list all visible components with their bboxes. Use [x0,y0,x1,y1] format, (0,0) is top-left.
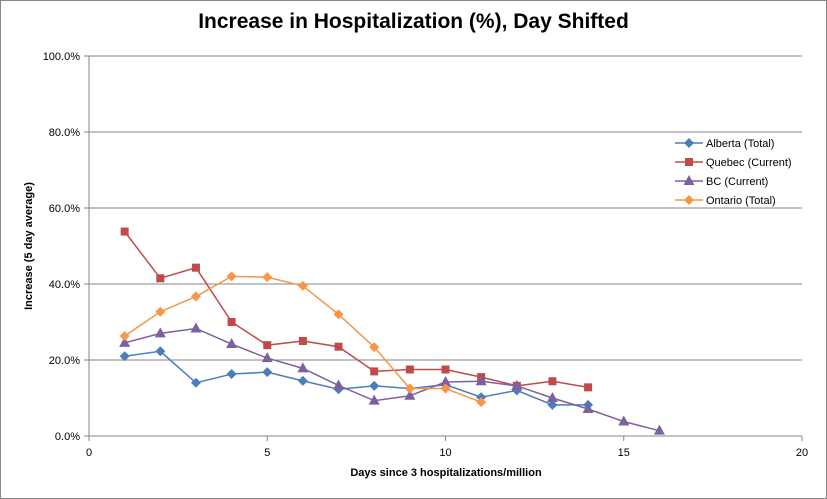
data-point-bc-current [404,389,416,400]
data-point-bc-current [511,379,523,390]
data-point-quebec-current [298,337,307,345]
y-tick-label: 40.0% [49,279,80,291]
data-point-ontario-total [155,306,166,317]
data-point-bc-current [154,327,166,338]
y-tick-label: 0.0% [55,431,80,443]
series-bc-current [119,322,665,435]
x-tick-label: 20 [796,447,808,459]
data-point-ontario-total [333,309,344,320]
data-point-bc-current [119,336,131,347]
data-point-bc-current [297,362,309,373]
data-point-quebec-current [370,367,379,376]
data-point-bc-current [546,392,558,402]
legend: Alberta (Total) Quebec (Current) BC (Curre… [675,138,792,207]
data-point-bc-current [440,376,451,387]
data-point-alberta-total [547,399,558,410]
data-point-ontario-total [297,280,308,291]
data-point-bc-current [368,394,380,405]
series-lines [119,227,665,435]
data-point-alberta-total [190,377,201,388]
data-point-alberta-total [262,367,273,378]
data-point-quebec-current [405,365,414,374]
legend-marker [685,158,693,166]
series-ontario-total [119,271,487,408]
legend-marker [683,175,695,185]
data-point-bc-current [333,379,345,390]
data-point-quebec-current [584,383,593,392]
data-point-ontario-total [476,397,487,408]
legend-label: Alberta (Total) [706,138,774,150]
gridlines [89,55,802,361]
data-point-ontario-total [119,331,130,342]
data-point-ontario-total [262,272,273,283]
data-point-quebec-current [191,263,200,272]
legend-label: Quebec (Current) [706,157,792,169]
data-point-bc-current [261,352,273,363]
legend-marker [684,138,694,148]
y-tick-label: 80.0% [49,127,80,139]
data-point-bc-current [190,322,202,333]
y-axis-title: Increase (5 day average) [23,182,35,310]
data-point-alberta-total [155,346,166,357]
data-point-quebec-current [156,274,165,283]
data-point-quebec-current [227,318,236,326]
y-tick-label: 20.0% [49,355,80,367]
series-alberta-total [119,346,594,410]
data-point-bc-current [582,403,594,414]
series-quebec-current [120,227,593,392]
data-point-bc-current [653,424,665,435]
data-point-ontario-total [404,383,415,394]
data-point-bc-current [618,415,630,426]
legend-entry-quebec-current: Quebec (Current) [675,157,792,169]
legend-label: Ontario (Total) [706,195,776,207]
data-point-alberta-total [297,375,308,386]
series-line-alberta-total [124,350,589,406]
legend-entry-alberta-total: Alberta (Total) [675,138,774,150]
data-point-ontario-total [190,291,201,302]
legend-entry-bc-current: BC (Current) [675,175,768,188]
data-point-quebec-current [120,227,129,236]
x-tick-label: 15 [618,447,630,459]
x-tick-label: 0 [86,447,92,459]
data-point-ontario-total [440,383,451,394]
axes: 0.0% 20.0% 40.0% 60.0% 80.0% 100.0% 0 5 10 15 20 [43,51,808,459]
data-point-alberta-total [226,369,237,380]
legend-label: BC (Current) [706,176,768,188]
data-point-quebec-current [548,377,557,386]
x-axis-title: Days since 3 hospitalizations/million [350,467,542,479]
legend-entry-ontario-total: Ontario (Total) [675,195,776,207]
data-point-ontario-total [226,271,237,282]
x-tick-label: 5 [264,447,270,459]
data-point-alberta-total [119,351,130,362]
y-tick-label: 100.0% [43,51,81,63]
legend-marker [684,195,694,205]
y-tick-label: 60.0% [49,203,80,215]
data-point-alberta-total [369,380,380,391]
data-point-bc-current [475,375,487,386]
data-point-ontario-total [369,342,380,353]
data-point-quebec-current [334,342,343,351]
series-line-quebec-current [124,231,589,389]
x-tick-label: 10 [439,447,451,459]
series-line-bc-current [124,327,660,432]
data-point-quebec-current [263,341,272,350]
chart-title: Increase in Hospitalization (%), Day Shi… [198,10,629,33]
data-point-bc-current [226,338,238,349]
data-point-quebec-current [441,365,450,374]
